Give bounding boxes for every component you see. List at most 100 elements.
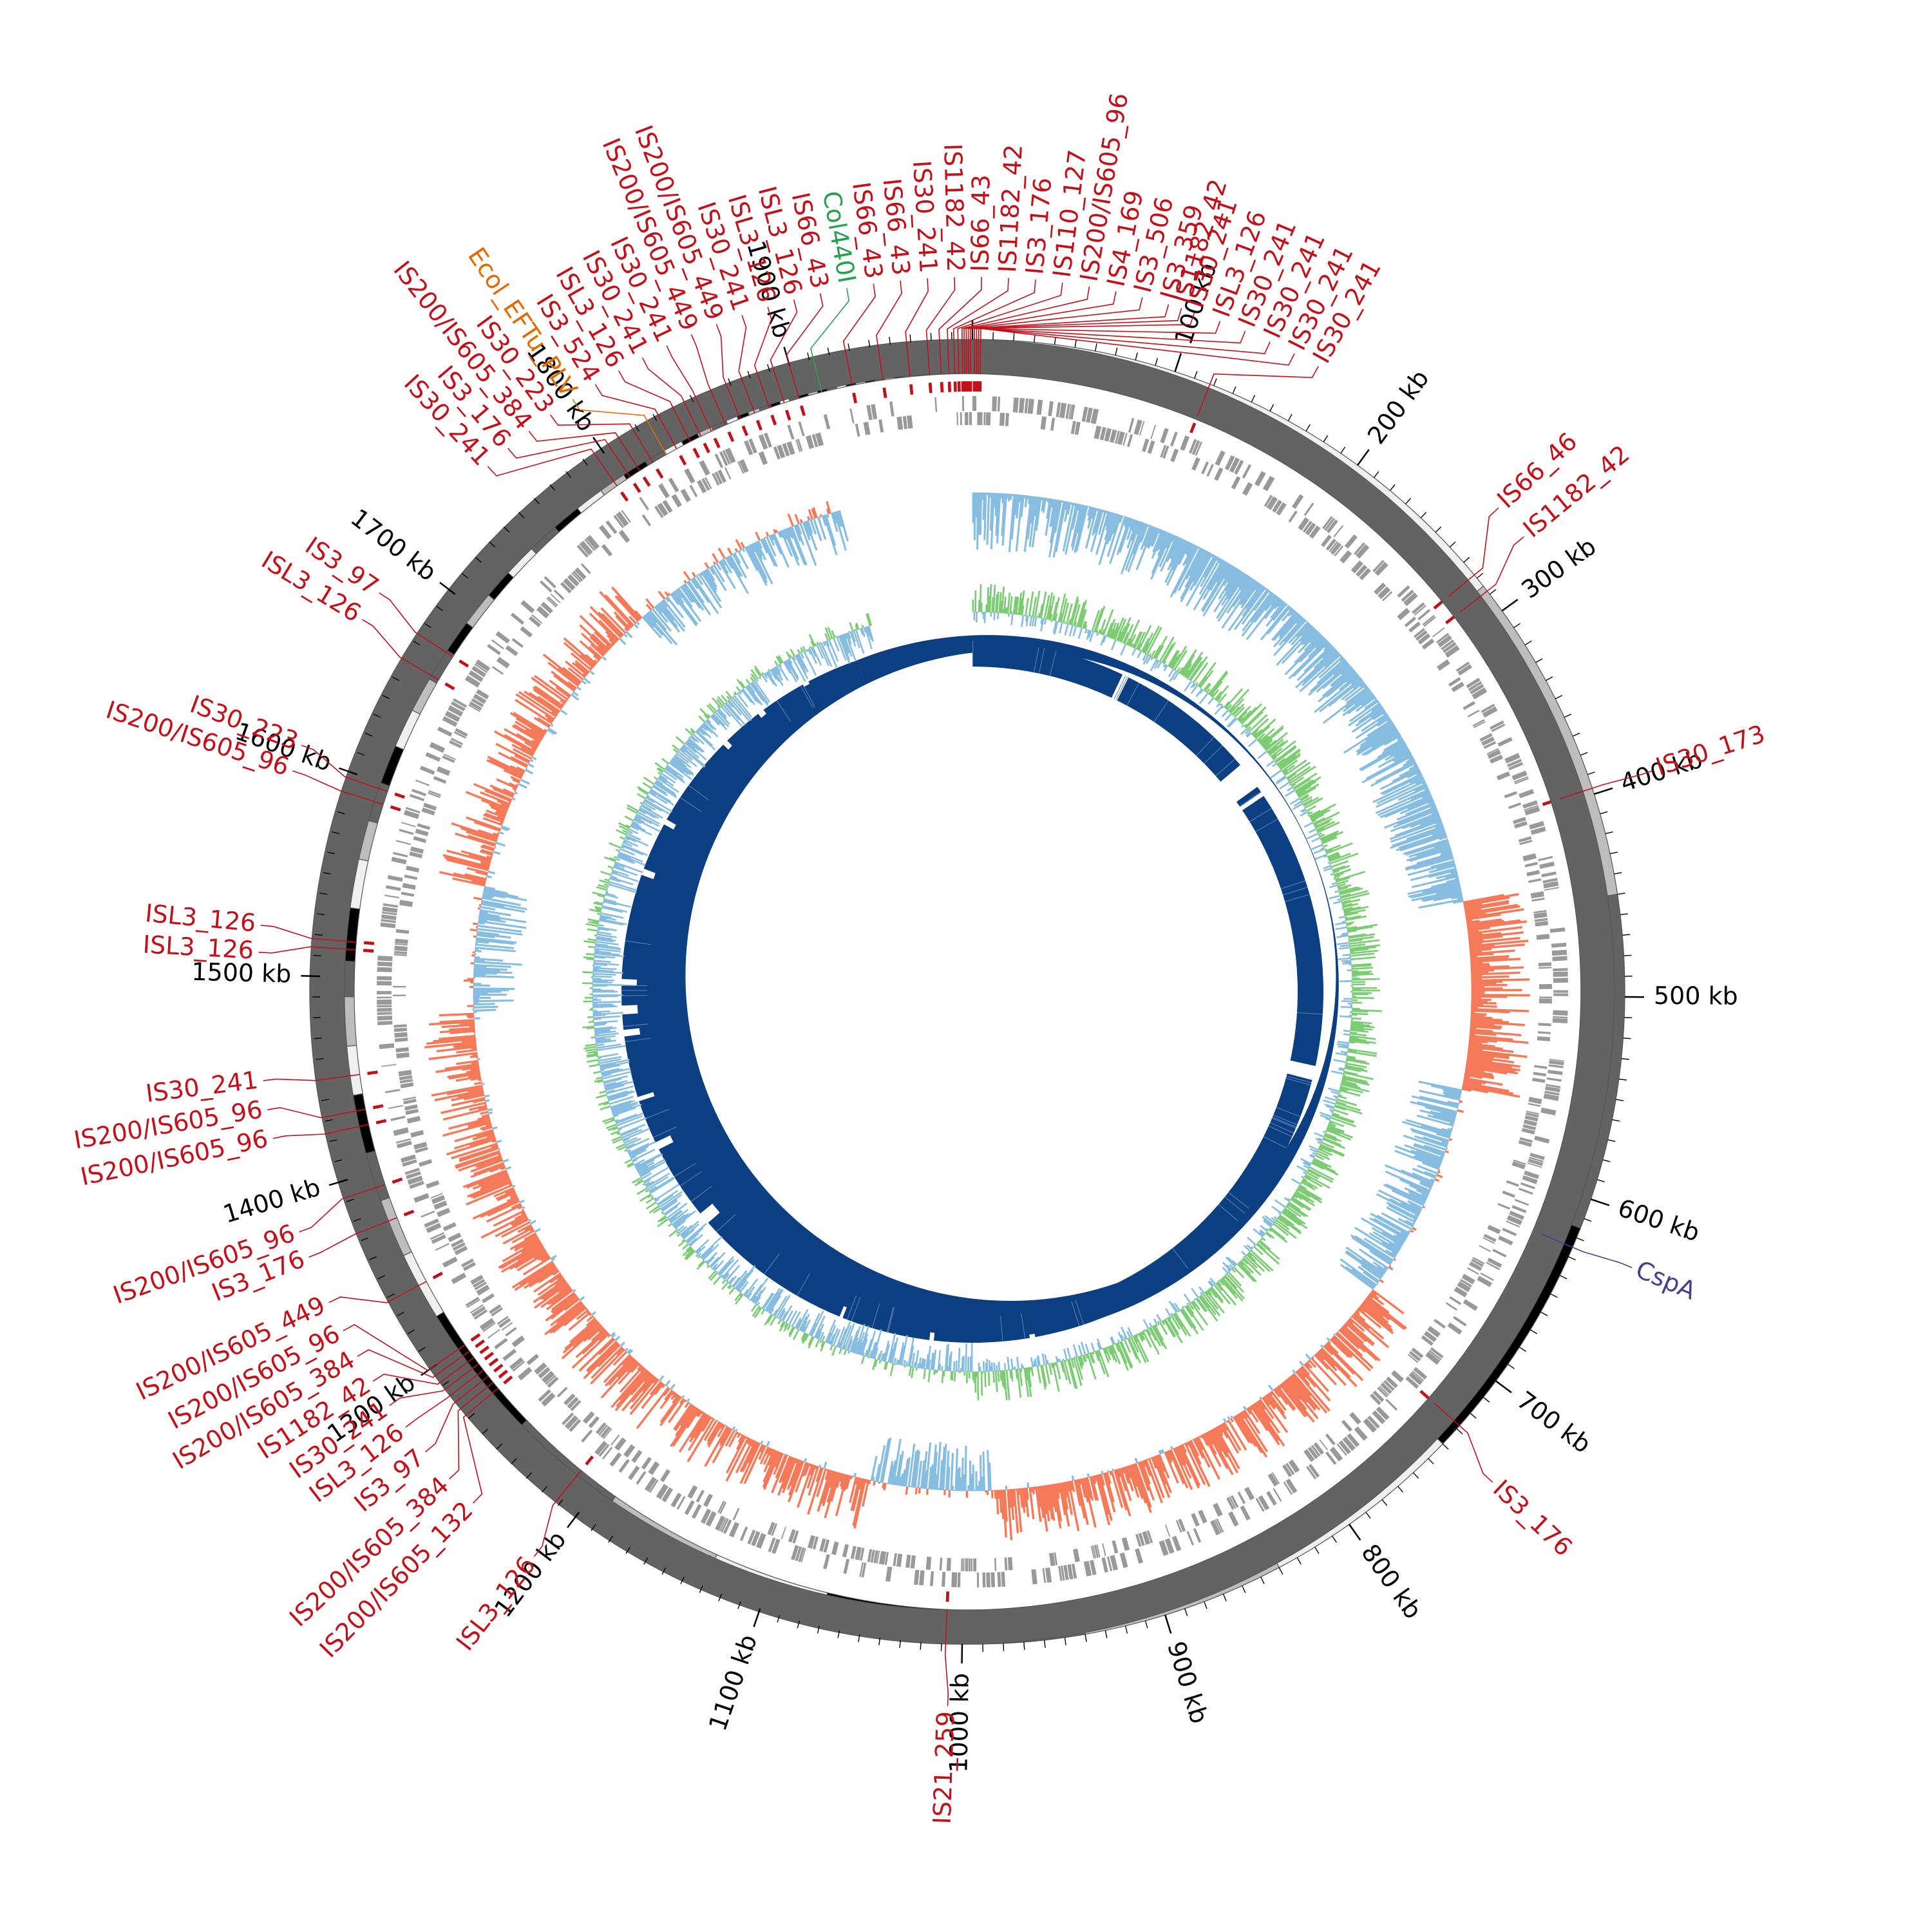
cds-mark (1291, 494, 1304, 509)
gc-skew-bar (626, 832, 641, 841)
is-feature-mark (390, 805, 401, 811)
gc-skew-bar (697, 1255, 701, 1259)
cds-mark (377, 1015, 393, 1021)
gc-skew-bar (780, 1321, 785, 1328)
gc-skew-bar (1086, 630, 1091, 640)
gc-skew-bar (1333, 1059, 1347, 1063)
gc-skew-bar (1300, 1182, 1303, 1184)
gc-content-bar (766, 1441, 770, 1448)
minor-tick (1555, 695, 1563, 699)
gc-skew-bar (1242, 1256, 1245, 1258)
gc-skew-bar (1016, 1356, 1019, 1370)
gc-content-bar (527, 762, 535, 768)
gc-skew-bar (1265, 1232, 1272, 1238)
gc-skew-bar (712, 714, 728, 730)
gc-content-bar (481, 1083, 485, 1086)
gc-skew-bar (594, 947, 621, 952)
gc-content-bar (1090, 509, 1104, 553)
gc-content-bar (739, 549, 742, 553)
gc-skew-bar (1337, 942, 1350, 945)
gc-content-bar (1160, 535, 1178, 572)
gc-skew-bar (800, 652, 804, 659)
gc-skew-bar (600, 1068, 620, 1074)
gc-skew-bar (766, 671, 778, 687)
cds-mark (1496, 771, 1511, 781)
gc-skew-bar (589, 1009, 594, 1011)
gc-skew-bar (621, 1128, 643, 1139)
minor-tick (1323, 435, 1329, 442)
gc-skew-bar (601, 1068, 623, 1075)
gc-skew-bar (790, 649, 795, 657)
gc-skew-bar (777, 1307, 786, 1320)
cds-mark (1119, 1552, 1128, 1568)
gc-skew-bar (668, 1209, 682, 1221)
cds-mark (1447, 1322, 1463, 1335)
cds-mark (1237, 1492, 1246, 1504)
gc-skew-bar (907, 1338, 914, 1367)
cds-mark (1101, 1557, 1108, 1573)
gc-content-bar (1062, 502, 1075, 552)
gc-skew-bar (1134, 1334, 1150, 1363)
minor-tick (1545, 676, 1553, 681)
gc-skew-bar (1338, 1045, 1349, 1049)
gc-skew-bar (1341, 960, 1352, 963)
gc-skew-bar (1005, 1370, 1010, 1401)
gc-skew-bar (880, 1353, 884, 1361)
gc-content-bar (614, 1335, 621, 1341)
gc-skew-bar (839, 634, 851, 661)
minor-tick (1034, 334, 1036, 343)
cds-mark (1539, 861, 1555, 869)
gc-content-bar (1166, 540, 1189, 586)
gc-skew-bar (1352, 989, 1380, 992)
cds-mark (380, 922, 396, 929)
gc-skew-bar (846, 1336, 853, 1351)
gc-skew-bar (1273, 756, 1278, 761)
minor-tick (1576, 1237, 1584, 1242)
gc-skew-bar (1096, 1338, 1103, 1350)
gc-skew-bar (1262, 1216, 1274, 1226)
cds-mark (1228, 1511, 1239, 1527)
gc-skew-bar (1335, 1052, 1348, 1056)
gc-skew-bar (925, 1354, 929, 1370)
gc-skew-bar (1109, 622, 1117, 639)
cds-mark (1213, 1502, 1223, 1517)
gc-skew-bar (842, 634, 853, 657)
gc-skew-bar (773, 1295, 788, 1317)
blast-hit-edge (797, 1273, 811, 1296)
gc-skew-bar (1311, 819, 1317, 823)
gc-skew-bar (1186, 657, 1203, 679)
cds-mark (739, 1526, 748, 1542)
gc-skew-bar (726, 696, 731, 701)
gc-skew-bar (1174, 1312, 1191, 1337)
minor-tick (1278, 1567, 1283, 1575)
cds-mark (398, 1070, 412, 1077)
gc-skew-bar (1339, 980, 1353, 983)
gc-skew-bar (1226, 717, 1237, 728)
gc-skew-bar (1340, 944, 1350, 947)
gc-skew-bar (592, 989, 615, 992)
minor-tick (1064, 1637, 1066, 1645)
gc-skew-bar (1020, 1363, 1023, 1369)
blast-hit-edge (1263, 1136, 1287, 1149)
gc-skew-bar (1202, 1293, 1221, 1316)
gc-skew-bar (1003, 1363, 1007, 1371)
gc-skew-bar (676, 1233, 681, 1237)
gc-skew-bar (1189, 656, 1208, 681)
gc-skew-bar (1266, 759, 1275, 768)
gc-skew-bar (1331, 860, 1349, 868)
gc-skew-bar (1316, 1152, 1331, 1160)
gc-skew-bar (1345, 1062, 1367, 1068)
gc-skew-bar (592, 972, 616, 976)
gc-skew-bar (623, 839, 639, 848)
gc-skew-bar (1261, 1236, 1266, 1242)
gc-skew-bar (1349, 1035, 1376, 1040)
blast-hit-block (1242, 795, 1323, 1066)
gc-skew-bar (690, 735, 699, 743)
gc-skew-bar (1311, 813, 1325, 822)
gc-skew-bar (639, 807, 659, 819)
blast-hit-edge (1049, 650, 1057, 676)
gc-skew-bar (1128, 1337, 1141, 1363)
gc-skew-bar (1333, 900, 1342, 905)
cds-mark (976, 1572, 980, 1587)
gc-content-bar (1422, 1206, 1426, 1209)
